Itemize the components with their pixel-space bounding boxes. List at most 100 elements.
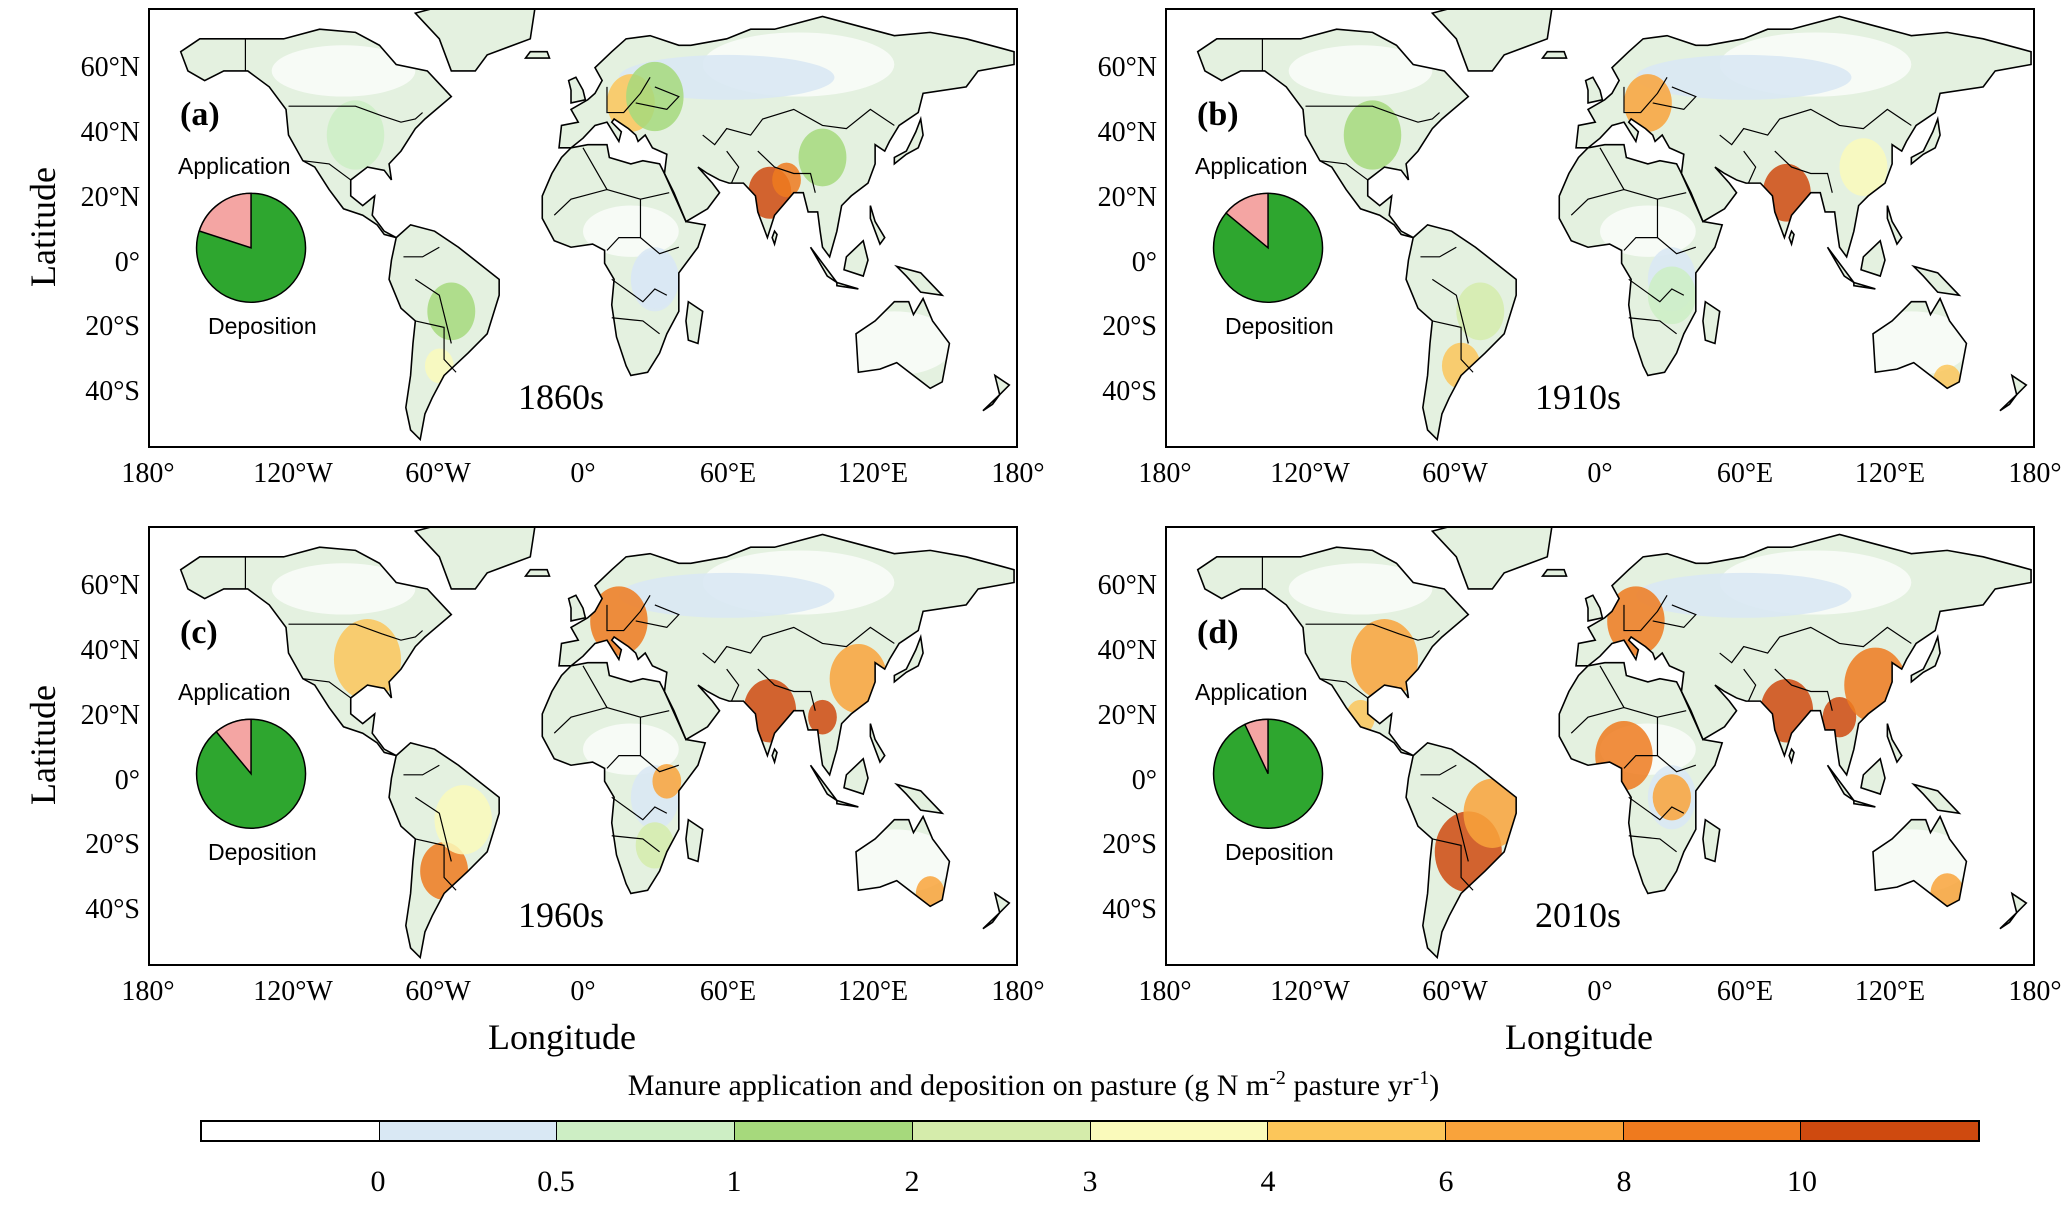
colorbar-tick-label: 1 bbox=[726, 1165, 742, 1198]
intensity-patch bbox=[434, 785, 493, 855]
lon-tick-label: 120°W bbox=[253, 976, 333, 1007]
y-axis-title: Latitude bbox=[23, 685, 63, 805]
intensity-patch bbox=[1647, 266, 1696, 325]
lon-tick-label: 0° bbox=[1587, 458, 1613, 489]
lon-tick-label: 180° bbox=[2008, 458, 2062, 489]
decade-label: 1860s bbox=[518, 377, 605, 417]
intensity-patch bbox=[743, 678, 797, 743]
world-map bbox=[1196, 10, 2032, 442]
pie-application-slice bbox=[215, 718, 252, 776]
lat-tick-label: 20°S bbox=[85, 311, 140, 343]
colorbar-segment bbox=[1445, 1122, 1624, 1140]
colorbar-tick-label: 2 bbox=[904, 1165, 920, 1198]
lat-tick-label: 20°S bbox=[85, 829, 140, 861]
lat-tick-label: 40°S bbox=[85, 894, 140, 925]
intensity-patch bbox=[1623, 74, 1672, 132]
world-map bbox=[1196, 528, 2032, 960]
intensity-patch bbox=[635, 822, 674, 869]
intensity-patch bbox=[630, 250, 679, 309]
pie-application-label: Application bbox=[1195, 153, 1308, 179]
lon-tick-label: 60°W bbox=[405, 976, 471, 1007]
lat-tick-label: 20°S bbox=[1102, 829, 1157, 861]
pie-application-label: Application bbox=[178, 679, 291, 705]
lat-tick-label: 20°N bbox=[80, 181, 140, 213]
lat-tick-label: 40°N bbox=[80, 117, 140, 149]
lon-tick-label: 180° bbox=[2008, 976, 2062, 1007]
lat-tick-label: 0° bbox=[114, 764, 140, 796]
lon-tick-label: 180° bbox=[991, 458, 1045, 489]
intensity-patch bbox=[333, 619, 402, 700]
colorbar-segment bbox=[1623, 1122, 1802, 1140]
map-frame bbox=[1165, 8, 2035, 448]
lon-tick-label: 0° bbox=[1587, 976, 1613, 1007]
colorbar-segment bbox=[1090, 1122, 1269, 1140]
x-axis-title: Longitude bbox=[1505, 1017, 1653, 1057]
y-axis-title: Latitude bbox=[23, 167, 63, 287]
pie-application-label: Application bbox=[178, 153, 291, 179]
colorbar-title: Manure application and deposition on pas… bbox=[627, 1067, 1440, 1102]
intensity-patch bbox=[1760, 678, 1814, 743]
intensity-patch bbox=[326, 100, 385, 170]
pie-application-label: Application bbox=[1195, 679, 1308, 705]
lon-tick-label: 120°E bbox=[837, 458, 909, 489]
pie-deposition-label: Deposition bbox=[1225, 839, 1334, 865]
colorbar bbox=[200, 1120, 1980, 1142]
colorbar-segment bbox=[912, 1122, 1091, 1140]
lat-tick-label: 60°N bbox=[1097, 570, 1157, 602]
lat-tick-label: 60°N bbox=[80, 570, 140, 602]
colorbar-tick-label: 4 bbox=[1260, 1165, 1276, 1198]
colorbar-tick-label: 10 bbox=[1787, 1165, 1817, 1198]
lon-tick-label: 60°W bbox=[405, 458, 471, 489]
intensity-patch bbox=[427, 282, 476, 341]
pie-application-slice bbox=[1243, 718, 1269, 775]
colorbar-segment bbox=[735, 1122, 913, 1140]
panel-label: (d) bbox=[1197, 614, 1239, 651]
decade-label: 1910s bbox=[1535, 377, 1622, 417]
lon-tick-label: 120°E bbox=[1854, 976, 1926, 1007]
lon-tick-label: 180° bbox=[1138, 458, 1192, 489]
colorbar-tick-label: 6 bbox=[1438, 1165, 1454, 1198]
intensity-patch bbox=[1652, 774, 1691, 821]
lon-tick-label: 120°W bbox=[1270, 458, 1350, 489]
panel-label: (c) bbox=[180, 614, 218, 651]
colorbar-tick-label: 3 bbox=[1082, 1165, 1098, 1198]
panel-label: (b) bbox=[1197, 96, 1239, 133]
pie-application-slice bbox=[198, 192, 252, 249]
colorbar-tick-label: 0 bbox=[370, 1165, 386, 1198]
colorbar-segment bbox=[1268, 1122, 1446, 1140]
intensity-patch bbox=[1456, 282, 1505, 341]
lat-tick-label: 20°S bbox=[1102, 311, 1157, 343]
world-map bbox=[179, 10, 1015, 442]
lon-tick-label: 180° bbox=[121, 976, 175, 1007]
map-frame bbox=[148, 526, 1018, 966]
lon-tick-label: 120°W bbox=[1270, 976, 1350, 1007]
pie-deposition-label: Deposition bbox=[208, 313, 317, 339]
decade-label: 2010s bbox=[1535, 895, 1622, 935]
intensity-patch bbox=[1607, 586, 1665, 656]
colorbar-segment bbox=[557, 1122, 736, 1140]
lat-tick-label: 40°S bbox=[1102, 894, 1157, 925]
lat-tick-label: 40°N bbox=[1097, 117, 1157, 149]
lat-tick-label: 0° bbox=[114, 246, 140, 278]
lat-tick-label: 60°N bbox=[1097, 52, 1157, 84]
intensity-patch bbox=[1844, 647, 1907, 723]
lat-tick-label: 40°N bbox=[1097, 635, 1157, 667]
map-frame bbox=[1165, 526, 2035, 966]
intensity-patch bbox=[1839, 138, 1888, 196]
colorbar-segment bbox=[202, 1122, 380, 1140]
lon-tick-label: 120°E bbox=[837, 976, 909, 1007]
pie-application-slice bbox=[1224, 192, 1269, 250]
lon-tick-label: 60°E bbox=[1716, 976, 1774, 1007]
x-axis-title: Longitude bbox=[488, 1017, 636, 1057]
pie-deposition-label: Deposition bbox=[208, 839, 317, 865]
lon-tick-label: 120°E bbox=[1854, 458, 1926, 489]
intensity-patch bbox=[798, 128, 847, 187]
map-frame bbox=[148, 8, 1018, 448]
lat-tick-label: 0° bbox=[1131, 764, 1157, 796]
lat-tick-label: 0° bbox=[1131, 246, 1157, 278]
lon-tick-label: 60°W bbox=[1422, 458, 1488, 489]
intensity-patch bbox=[652, 763, 682, 799]
decade-label: 1960s bbox=[518, 895, 605, 935]
intensity-patch bbox=[829, 644, 888, 714]
intensity-patch bbox=[1343, 100, 1402, 170]
